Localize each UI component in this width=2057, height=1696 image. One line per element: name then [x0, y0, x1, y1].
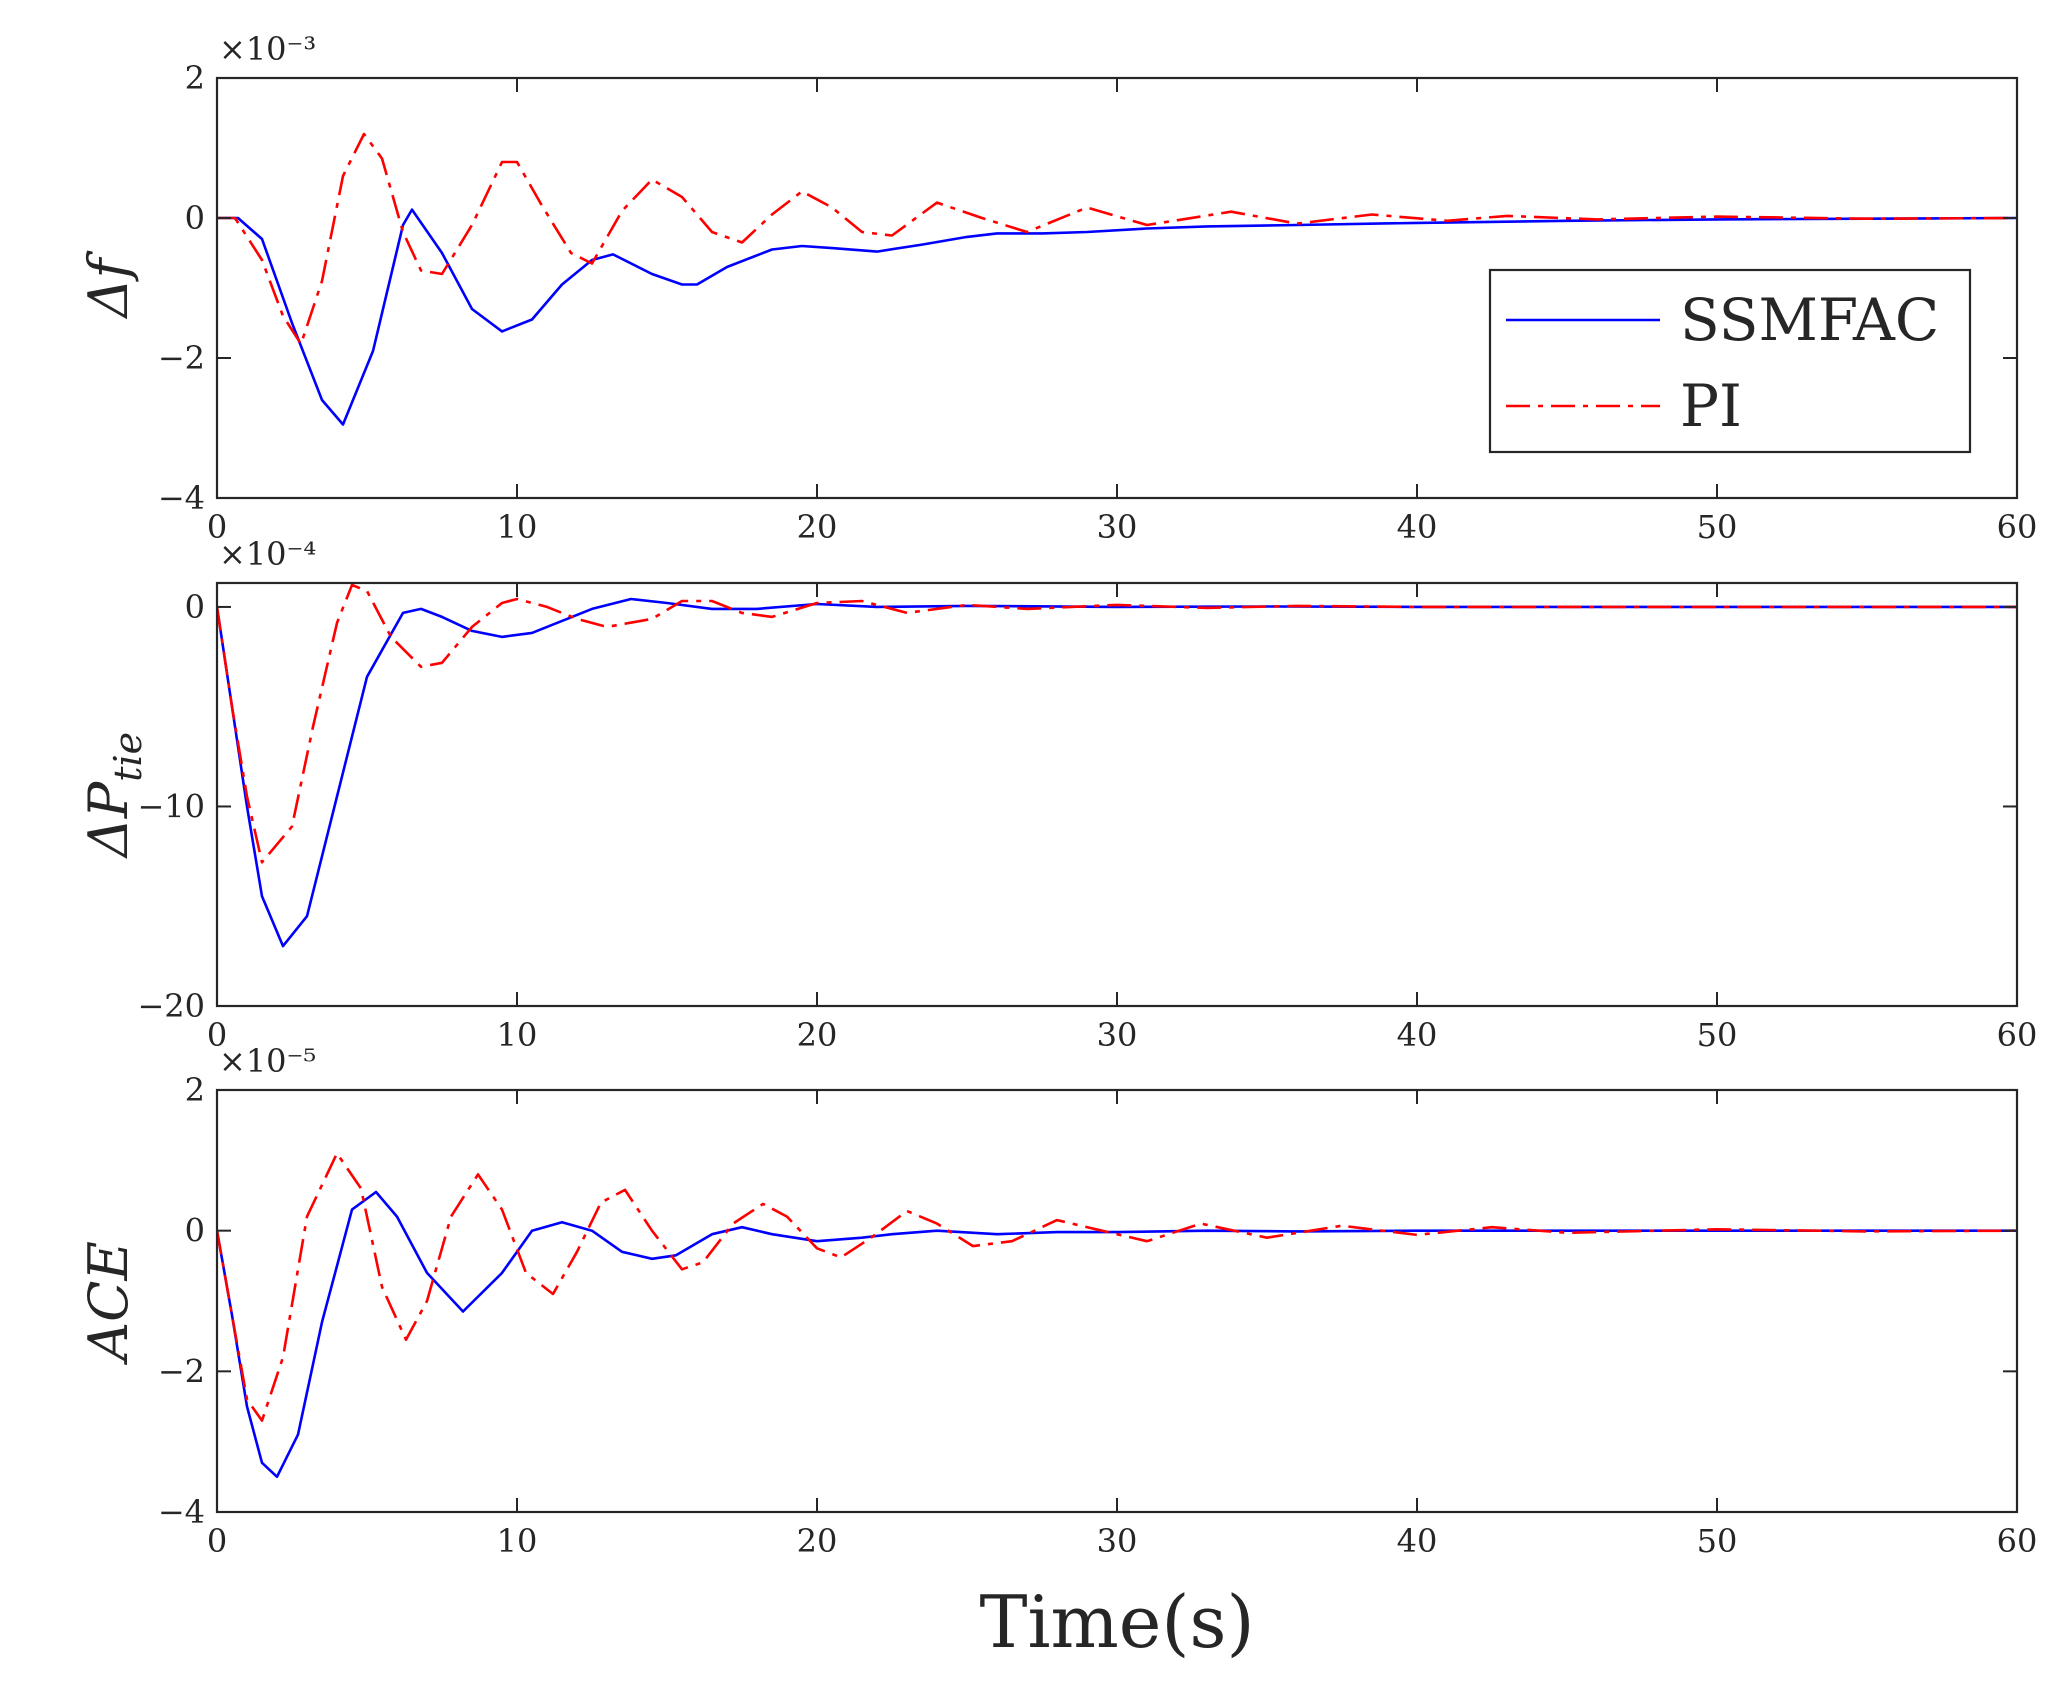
x-tick-label: 30 [1097, 1016, 1138, 1054]
x-tick-label: 60 [1997, 1522, 2038, 1560]
series-line-pi [217, 1152, 2017, 1422]
axis-exponent: ×10⁻⁴ [219, 535, 316, 573]
x-tick-label: 40 [1397, 508, 1438, 546]
y-tick-label: −20 [137, 987, 205, 1025]
plot-area [217, 583, 2017, 1006]
x-tick-label: 30 [1097, 508, 1138, 546]
y-axis-label: Δf [77, 250, 140, 319]
y-tick-label: 2 [185, 59, 205, 97]
x-tick-label: 10 [497, 1016, 538, 1054]
x-tick-label: 60 [1997, 508, 2038, 546]
x-axis-label: Time(s) [979, 1580, 1254, 1664]
y-tick-label: 0 [185, 1212, 205, 1250]
y-axis-label-main: Δf [77, 250, 140, 319]
plot-area [217, 1090, 2017, 1512]
y-tick-label: −4 [158, 1493, 205, 1531]
axis-exponent: ×10⁻³ [219, 30, 316, 68]
series-line-ssmfac [217, 597, 2017, 948]
y-axis-label-main: ΔP [77, 780, 140, 859]
x-tick-label: 40 [1397, 1522, 1438, 1560]
x-tick-label: 30 [1097, 1522, 1138, 1560]
y-tick-label: −2 [158, 339, 205, 377]
x-tick-label: 0 [207, 1522, 227, 1560]
y-axis-label-main: ACE [77, 1241, 140, 1366]
series-line-pi [217, 132, 2017, 346]
x-tick-label: 50 [1697, 1016, 1738, 1054]
panel-delta-p-tie: 0 10 20 30 40 50 60 0 −10 −20 ×10⁻⁴ ΔPtie [77, 535, 2037, 1054]
legend-label-pi: PI [1680, 372, 1742, 440]
x-tick-label: 0 [207, 508, 227, 546]
y-axis-label: ACE [77, 1241, 140, 1366]
x-tick-label: 60 [1997, 1016, 2038, 1054]
x-tick-label: 20 [797, 1522, 838, 1560]
legend-label-ssmfac: SSMFAC [1680, 286, 1939, 354]
y-tick-label: 0 [185, 199, 205, 237]
x-tick-label: 0 [207, 1016, 227, 1054]
y-tick-label: −10 [137, 787, 205, 825]
x-tick-label: 10 [497, 508, 538, 546]
legend-box [1488, 268, 1972, 454]
x-tick-label: 20 [797, 1016, 838, 1054]
y-tick-label: −4 [158, 479, 205, 517]
y-tick-label: 2 [185, 1071, 205, 1109]
x-tick-label: 10 [497, 1522, 538, 1560]
series-line-ssmfac [217, 208, 2017, 426]
axis-exponent: ×10⁻⁵ [219, 1042, 316, 1080]
y-tick-label: 0 [185, 588, 205, 626]
x-tick-label: 20 [797, 508, 838, 546]
x-tick-label: 40 [1397, 1016, 1438, 1054]
y-tick-label: −2 [158, 1352, 205, 1390]
series-line-ssmfac [217, 1190, 2017, 1479]
x-tick-label: 50 [1697, 508, 1738, 546]
x-tick-label: 50 [1697, 1522, 1738, 1560]
y-axis-label: ΔPtie [77, 732, 150, 859]
y-axis-label-subscript: tie [106, 732, 150, 782]
